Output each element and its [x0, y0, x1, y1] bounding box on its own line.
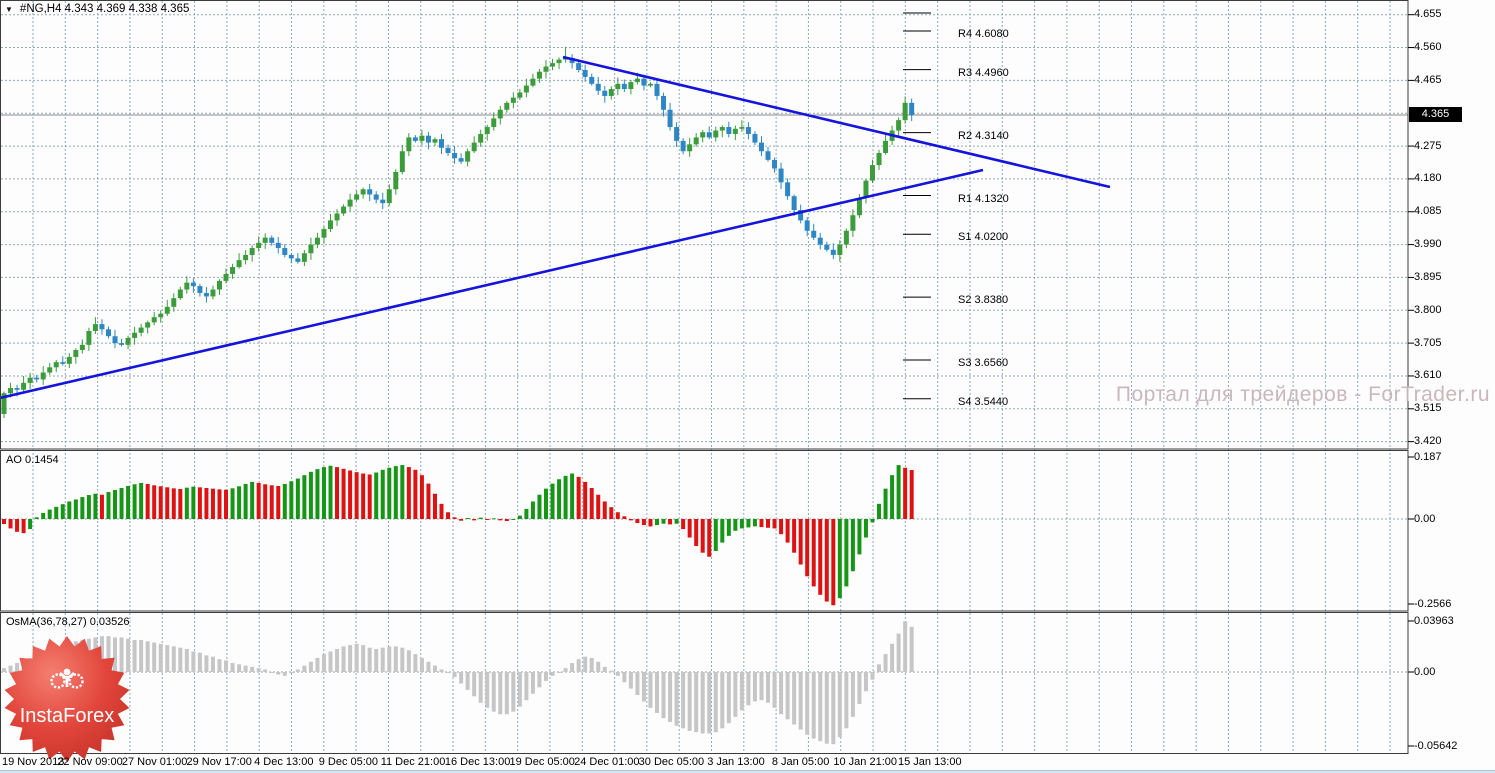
pivot-label: R1 4.1320: [958, 192, 1009, 205]
price-axis-label: 3.515: [1414, 402, 1442, 415]
price-axis-label: 4.560: [1414, 41, 1442, 54]
pane-border: [0, 450, 1409, 612]
watermark: Портал для трейдеров - ForTrader.ru: [1115, 383, 1490, 406]
price-axis-label: 4.465: [1414, 73, 1442, 86]
indicator-axis-label: 0.03963: [1414, 614, 1454, 627]
ao-indicator-label: AO 0.1454: [6, 454, 59, 466]
time-axis-label: 29 Nov 17:00: [186, 756, 252, 768]
time-axis-label: 10 Jan 21:00: [833, 756, 897, 768]
pivot-label: R4 4.6080: [958, 27, 1009, 40]
time-axis-label: 24 Dec 01:00: [574, 756, 640, 768]
instaforex-logo-icon: [50, 668, 84, 689]
price-axis-label: 4.180: [1414, 172, 1442, 185]
time-axis-label: 9 Dec 05:00: [318, 756, 379, 768]
pane-border: [0, 0, 1409, 450]
trendline-rising-support[interactable]: [0, 168, 984, 400]
price-axis-label: 4.085: [1414, 205, 1442, 218]
time-axis-label: 15 Jan 13:00: [897, 756, 962, 768]
indicator-axis-label: 0.00: [1414, 512, 1436, 525]
pane-border: [0, 612, 1409, 754]
time-axis-label: 4 Dec 13:00: [254, 756, 314, 768]
pivot-label: R2 4.3140: [958, 129, 1009, 142]
indicator-axis-label: -0.2566: [1414, 597, 1452, 610]
time-axis[interactable]: 19 Nov 2013 22 Nov 09:00 27 Nov 01:00 29 No…: [0, 754, 1408, 770]
time-axis-label: 30 Dec 05:00: [638, 756, 705, 768]
time-axis-label: 3 Jan 13:00: [707, 756, 765, 768]
candlestick-series: [1, 46, 915, 419]
symbol-dropdown-icon[interactable]: ▼: [5, 4, 13, 14]
price-axis-label: 4.655: [1414, 8, 1442, 21]
pivot-ticks: [903, 12, 931, 400]
price-axis-label: 3.705: [1414, 336, 1442, 349]
time-axis-label: 16 Dec 13:00: [444, 756, 511, 768]
price-axis-label: 4.275: [1414, 139, 1442, 152]
price-axis-label: 3.895: [1414, 270, 1442, 283]
horizontal-scroll-strip[interactable]: [0, 770, 1495, 773]
osma-indicator-label: OsMA(36,78,27) 0.03526: [6, 616, 130, 628]
time-axis-label: 22 Nov 09:00: [57, 756, 123, 768]
ao-histogram: [2, 465, 914, 606]
time-axis-label: 27 Nov 01:00: [121, 756, 188, 768]
time-axis-label: 8 Jan 05:00: [771, 756, 830, 768]
indicator-axis-label: 0.187: [1414, 450, 1442, 463]
axis-ticks: [1408, 14, 1414, 747]
instaforex-badge: InstaForex: [4, 636, 130, 762]
time-axis-label: 19 Dec 05:00: [509, 756, 575, 768]
current-price-badge: 4.365: [1409, 107, 1462, 123]
chart-title: ▼ #NG,H4 4.343 4.369 4.338 4.365: [5, 3, 189, 15]
time-axis-label: 19 Nov 2013: [2, 756, 65, 768]
pivot-label: S3 3.6560: [958, 357, 1009, 370]
price-axis-label: 3.420: [1414, 435, 1442, 448]
indicator-axis-label: 0.00: [1414, 665, 1436, 678]
starburst-shape: [4, 636, 130, 762]
price-axis-label: 3.610: [1414, 369, 1442, 382]
pivot-label: R3 4.4960: [958, 66, 1009, 79]
symbol-ohlc-text: #NG,H4 4.343 4.369 4.338 4.365: [19, 3, 190, 15]
osma-histogram: [2, 621, 914, 745]
pivot-label: S4 3.5440: [958, 395, 1009, 408]
pivot-label: S1 4.0200: [958, 231, 1009, 244]
price-axis-label: 3.990: [1414, 238, 1442, 251]
price-axis-label: 3.800: [1414, 303, 1442, 316]
time-axis-label: 11 Dec 21:00: [380, 756, 446, 768]
trendline-falling-resistance[interactable]: [562, 55, 1111, 189]
pivot-label: S2 3.8380: [958, 294, 1009, 307]
badge-label: InstaForex: [20, 705, 114, 727]
grid-layer: [1, 1, 1408, 753]
indicator-axis-label: -0.05642: [1414, 739, 1458, 752]
